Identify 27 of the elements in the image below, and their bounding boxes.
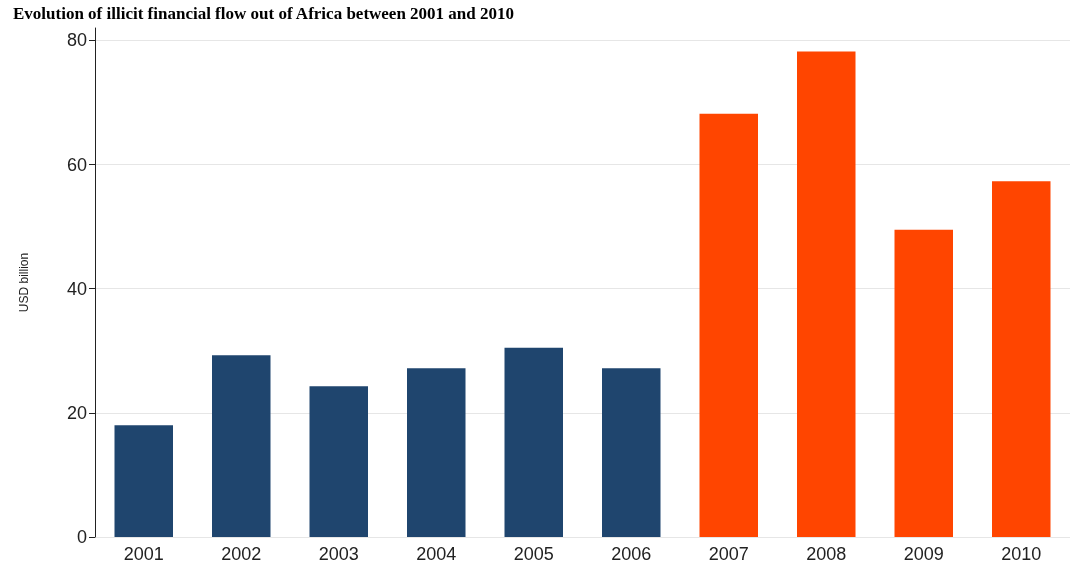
y-tick-label: 20 bbox=[66, 402, 87, 423]
x-tick-label: 2010 bbox=[1001, 544, 1042, 564]
x-tick-label: 2008 bbox=[806, 544, 847, 564]
bar bbox=[699, 113, 758, 537]
x-tick-label: 2002 bbox=[221, 544, 262, 564]
bar bbox=[212, 355, 271, 537]
bar bbox=[407, 368, 466, 537]
bar bbox=[504, 347, 563, 537]
x-tick-label: 2001 bbox=[123, 544, 164, 564]
y-tick-label: 0 bbox=[76, 527, 87, 547]
x-tick-label: 2009 bbox=[903, 544, 944, 564]
x-tick-label: 2005 bbox=[513, 544, 554, 564]
x-tick-label: 2006 bbox=[611, 544, 652, 564]
y-tick-label: 60 bbox=[66, 154, 87, 175]
chart-title: Evolution of illicit financial flow out of Africa between 2001 and 2010 bbox=[13, 4, 515, 23]
bar bbox=[602, 368, 661, 537]
bar bbox=[992, 181, 1051, 537]
y-axis-title: USD billion bbox=[17, 252, 31, 313]
bar bbox=[309, 386, 368, 537]
x-tick-label: 2004 bbox=[416, 544, 457, 564]
bar bbox=[797, 51, 856, 537]
bar bbox=[114, 425, 173, 537]
y-tick-label: 80 bbox=[66, 30, 87, 51]
x-tick-label: 2007 bbox=[708, 544, 749, 564]
bar bbox=[894, 229, 953, 537]
x-tick-label: 2003 bbox=[318, 544, 359, 564]
y-tick-label: 40 bbox=[66, 278, 87, 299]
